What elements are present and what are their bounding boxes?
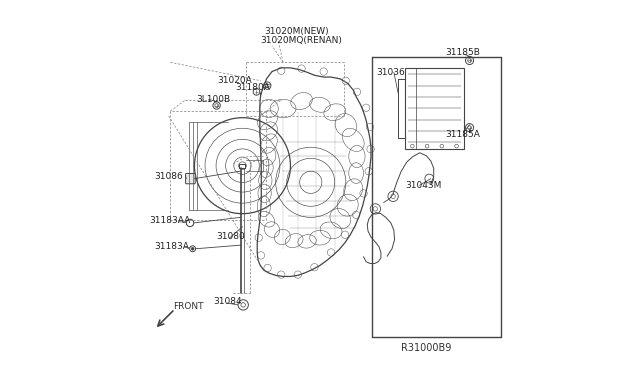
Text: 31185A: 31185A [445,130,481,139]
Text: 31086: 31086 [155,171,183,180]
Circle shape [191,247,194,250]
Text: 31020MQ(RENAN): 31020MQ(RENAN) [260,36,342,45]
Text: 31180A: 31180A [235,83,270,92]
Text: R31000B9: R31000B9 [401,343,452,353]
Text: 31043M: 31043M [405,182,442,190]
Text: 3L100B: 3L100B [196,95,230,104]
Text: 31036: 31036 [376,68,405,77]
Text: 31084: 31084 [213,298,241,307]
Text: 31185B: 31185B [445,48,481,57]
Text: 31080: 31080 [216,232,244,241]
Text: 31020M(NEW): 31020M(NEW) [264,27,329,36]
Text: FRONT: FRONT [173,302,204,311]
Text: 31020A: 31020A [217,76,252,85]
Text: 31183AA: 31183AA [149,216,191,225]
FancyBboxPatch shape [186,173,195,184]
Text: 31183A: 31183A [155,243,189,251]
